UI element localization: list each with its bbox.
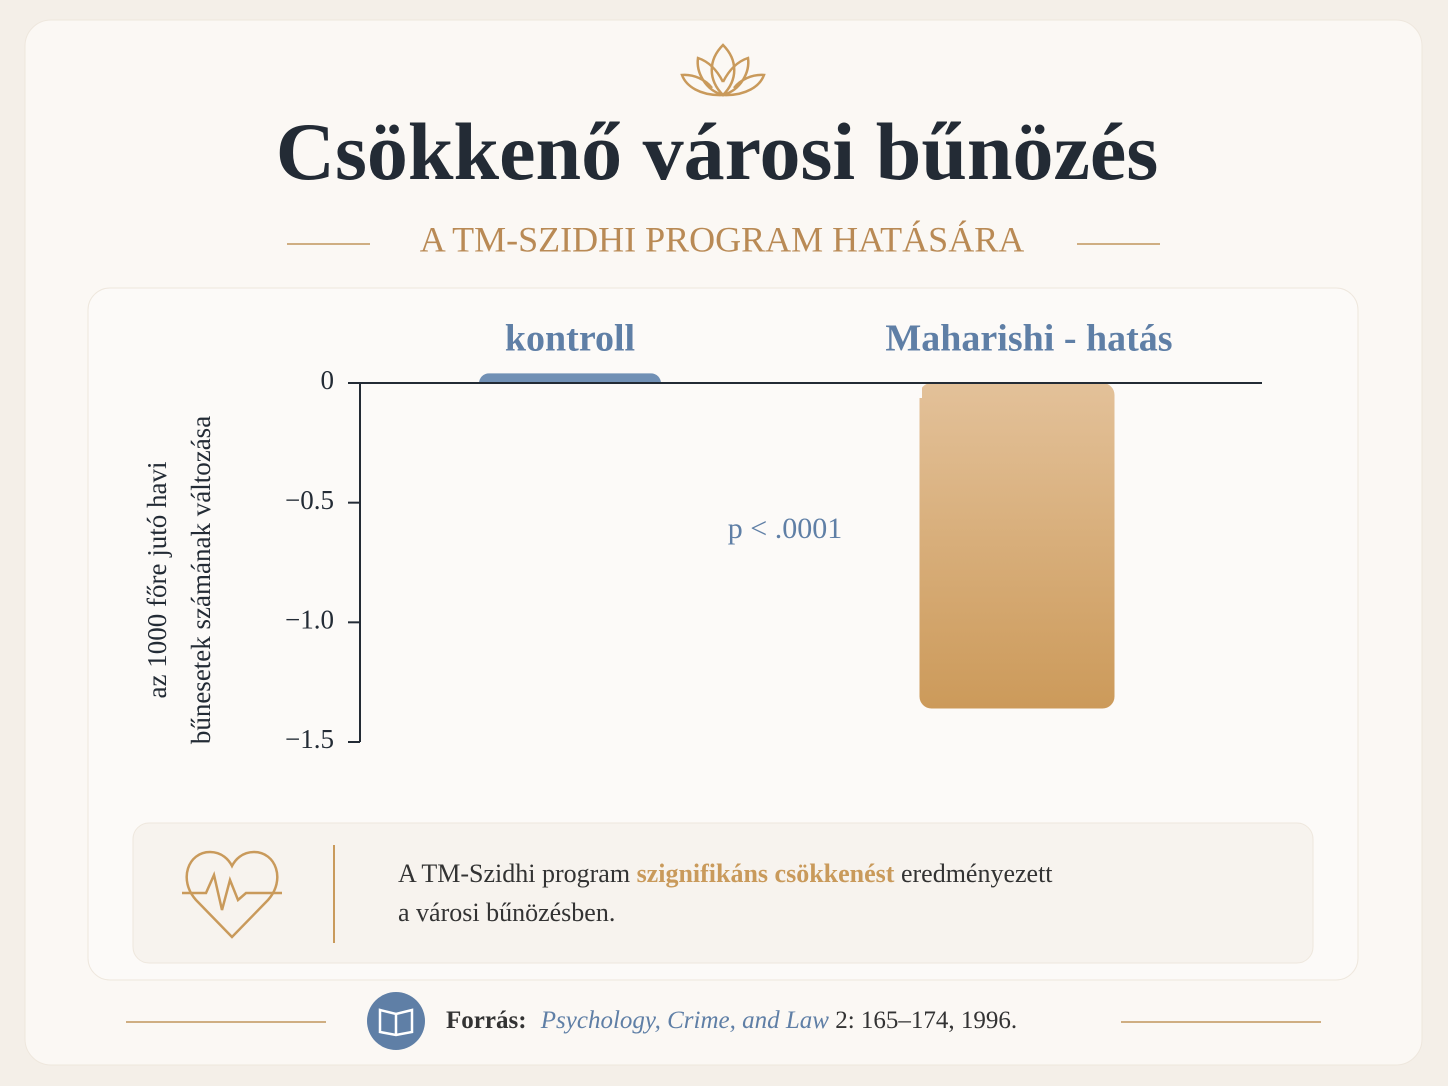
y-tick-label: 0 [321, 365, 335, 395]
note-box [132, 822, 1314, 964]
source: Forrás: Psychology, Crime, and Law 2: 16… [446, 1007, 1017, 1034]
source-journal: Psychology, Crime, and Law [540, 1007, 830, 1034]
y-label-line: bűnesetek számának változása [186, 416, 216, 744]
source-details: 2: 165–174, 1996. [835, 1007, 1017, 1034]
y-axis-label: az 1000 főre jutó havi bűnesetek számána… [142, 416, 216, 744]
note-text: a városi bűnözésben. [398, 898, 615, 927]
plot: 0 −0.5 −1.0 −1.5 kontroll Maharishi - hatás [285, 318, 1262, 754]
note-highlight: szignifikáns csökkenést [637, 859, 895, 888]
annotation: p < .0001 [728, 512, 842, 545]
category-label: Maharishi - hatás [885, 318, 1172, 360]
category-label: kontroll [505, 318, 635, 360]
source-label: Forrás: [446, 1007, 527, 1034]
bar-mask [362, 384, 922, 398]
y-tick-label: −1.0 [285, 605, 334, 635]
book-glyph [378, 1008, 414, 1037]
y-tick-label: −1.5 [285, 724, 334, 754]
chart-title: Csökkenő városi bűnözés [276, 106, 1158, 197]
note-text: A TM-Szidhi program szignifikáns csökken… [398, 859, 1053, 888]
heart-icon [182, 850, 282, 939]
chart-subtitle: A TM-SZIDHI PROGRAM HATÁSÁRA [420, 219, 1024, 259]
bar [919, 383, 1115, 709]
note-part: eredményezett [901, 859, 1053, 888]
y-tick-label: −0.5 [285, 485, 334, 515]
note-part: A TM-Szidhi program [398, 859, 630, 888]
lotus-icon [680, 43, 766, 97]
y-label-line: az 1000 főre jutó havi [142, 462, 172, 699]
